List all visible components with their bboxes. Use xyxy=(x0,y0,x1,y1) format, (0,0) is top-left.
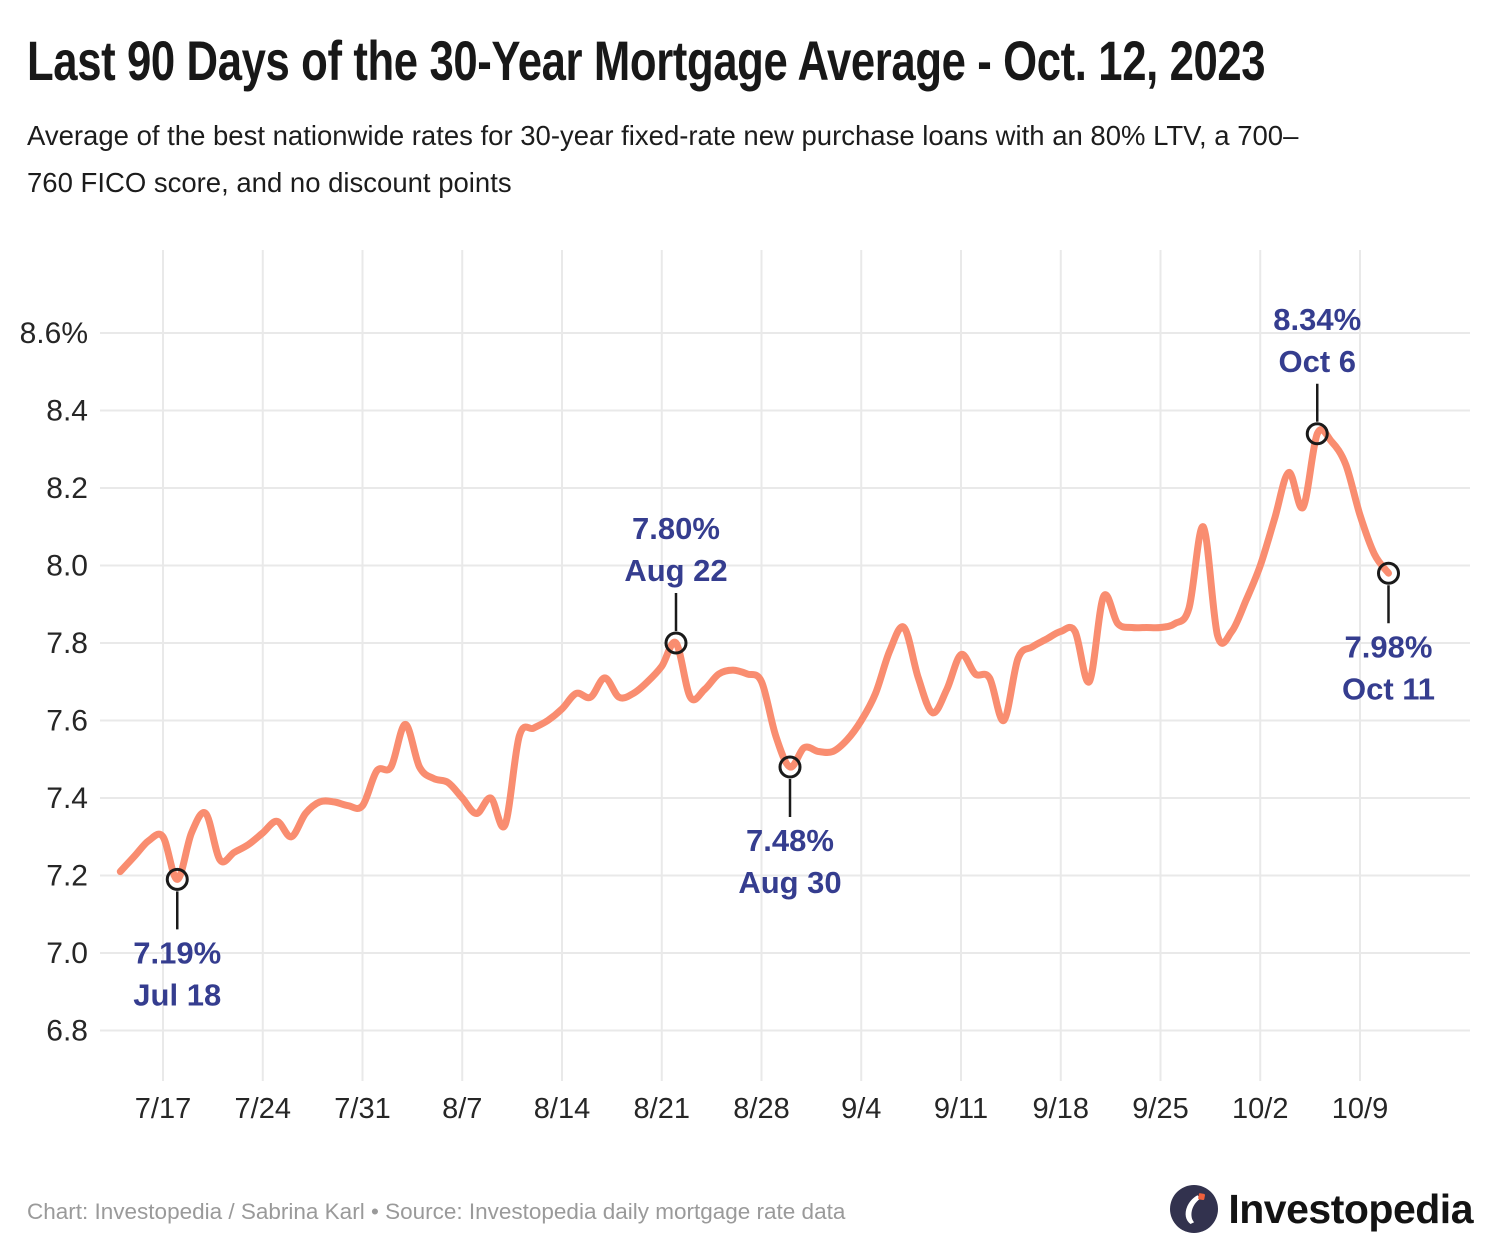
chart-subtitle: Average of the best nationwide rates for… xyxy=(27,112,1298,206)
x-tick-label: 8/28 xyxy=(733,1093,789,1125)
x-tick-label: 8/21 xyxy=(634,1093,690,1125)
annotation-value: 7.80% xyxy=(632,511,720,546)
subtitle-line-1: Average of the best nationwide rates for… xyxy=(27,120,1299,151)
investopedia-logo: Investopedia xyxy=(1169,1183,1473,1235)
logo-i-dot xyxy=(1198,1193,1206,1201)
x-tick-label: 9/11 xyxy=(934,1093,988,1125)
data-point-marker xyxy=(778,755,802,779)
annotation-value: 8.34% xyxy=(1273,302,1361,337)
x-tick-label: 10/9 xyxy=(1332,1093,1388,1125)
y-tick-label: 7.8 xyxy=(46,627,88,660)
data-point-marker xyxy=(165,867,189,891)
annotation-date: Aug 30 xyxy=(738,865,841,900)
annotation-value: 7.19% xyxy=(133,935,221,970)
data-point-marker xyxy=(664,631,688,655)
y-tick-label: 8.0 xyxy=(46,550,88,583)
y-tick-label: 7.6 xyxy=(46,705,88,738)
page-title: Last 90 Days of the 30-Year Mortgage Ave… xyxy=(27,29,1266,92)
y-tick-label: 8.4 xyxy=(46,395,88,428)
y-tick-label: 7.4 xyxy=(46,782,88,815)
investopedia-logo-mark xyxy=(1170,1185,1219,1233)
annotation-value: 7.98% xyxy=(1345,629,1433,664)
x-tick-label: 8/7 xyxy=(442,1093,482,1125)
y-tick-label: 8.2 xyxy=(46,472,88,505)
x-tick-label: 7/24 xyxy=(235,1093,291,1125)
annotation-date: Jul 18 xyxy=(133,977,221,1012)
rate-line xyxy=(116,426,1392,883)
chart-canvas: 8.6% 8.4 8.2 8.0 7.8 7.6 7.4 7.2 7.0 6.8 7/17 7/24 7… xyxy=(20,250,1470,1125)
data-point-marker xyxy=(1305,422,1329,446)
logo-circle xyxy=(1170,1185,1219,1233)
mortgage-rate-line-chart: 8.6% 8.4 8.2 8.0 7.8 7.6 7.4 7.2 7.0 6.8 7/17 7/24 7… xyxy=(0,230,1500,1150)
y-tick-label: 7.2 xyxy=(46,860,88,893)
x-tick-label: 10/2 xyxy=(1232,1093,1288,1125)
annotation-date: Oct 6 xyxy=(1278,344,1356,379)
x-tick-label: 9/4 xyxy=(841,1093,881,1125)
investopedia-logo-text: Investopedia xyxy=(1228,1185,1473,1232)
annotation-value: 7.48% xyxy=(746,823,834,858)
x-tick-label: 8/14 xyxy=(534,1093,590,1125)
annotation-date: Oct 11 xyxy=(1342,671,1435,706)
y-tick-label: 8.6% xyxy=(20,317,88,350)
subtitle-line-2: 760 FICO score, and no discount points xyxy=(27,167,512,198)
y-tick-label: 6.8 xyxy=(46,1015,88,1048)
x-tick-label: 7/31 xyxy=(334,1093,390,1125)
logo-i-glyph xyxy=(1185,1195,1201,1224)
x-tick-label: 7/17 xyxy=(135,1093,191,1125)
x-tick-label: 9/25 xyxy=(1132,1093,1188,1125)
x-tick-label: 9/18 xyxy=(1033,1093,1089,1125)
y-tick-label: 7.0 xyxy=(46,937,88,970)
credit-line: Chart: Investopedia / Sabrina Karl • Sou… xyxy=(27,1199,846,1224)
data-point-marker xyxy=(1377,561,1400,585)
annotation-date: Aug 22 xyxy=(624,553,727,588)
